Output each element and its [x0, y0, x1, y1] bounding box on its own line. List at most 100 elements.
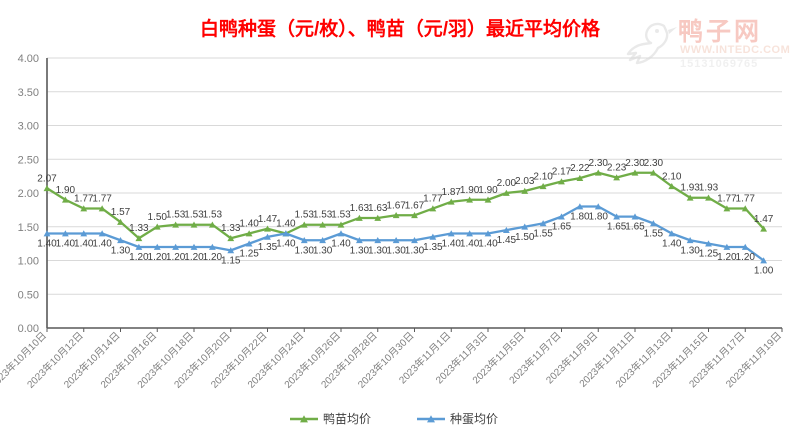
data-point-marker — [429, 233, 437, 240]
data-point-marker — [723, 205, 731, 212]
data-point-marker — [135, 235, 143, 242]
data-point-label: 1.40 — [460, 239, 480, 250]
data-point-marker — [190, 243, 198, 250]
series-line — [45, 171, 765, 240]
data-point-marker — [760, 225, 768, 232]
data-point-marker — [98, 230, 106, 237]
data-point-marker — [521, 187, 529, 194]
data-point-marker — [558, 178, 565, 185]
data-point-marker — [245, 230, 253, 237]
data-point-marker — [355, 214, 363, 221]
data-point-marker — [337, 230, 345, 237]
data-point-label: 1.53 — [313, 210, 333, 221]
legend-item-1[interactable]: 鸭苗均价 — [290, 412, 371, 426]
data-point-label: 1.77 — [74, 194, 94, 205]
data-point-label: 1.53 — [331, 210, 351, 221]
data-point-marker — [686, 237, 694, 244]
data-point-marker — [668, 230, 676, 237]
data-point-marker — [117, 218, 124, 225]
data-point-label: 1.63 — [350, 203, 370, 214]
data-point-label: 1.00 — [754, 266, 774, 277]
data-point-label: 1.30 — [405, 245, 425, 256]
data-point-marker — [172, 243, 180, 250]
data-point-label: 1.40 — [276, 239, 296, 250]
data-point-marker — [594, 169, 602, 176]
data-point-marker — [264, 225, 271, 232]
data-point-label: 1.77 — [736, 194, 756, 205]
data-point-marker — [153, 243, 161, 250]
data-point-label: 1.15 — [221, 255, 241, 266]
data-point-marker — [466, 196, 474, 203]
data-point-label: 2.30 — [589, 158, 609, 169]
data-point-marker — [760, 257, 768, 264]
series-2: 1.401.401.401.401.301.201.201.201.201.20… — [37, 203, 774, 277]
data-point-marker — [80, 230, 88, 237]
data-point-marker — [649, 220, 657, 227]
data-point-label: 1.87 — [442, 187, 462, 198]
data-point-marker — [429, 205, 437, 212]
data-point-marker — [264, 233, 271, 240]
data-point-marker — [300, 221, 308, 228]
legend-item-2[interactable]: 种蛋均价 — [417, 412, 498, 426]
data-point-label: 1.93 — [680, 183, 700, 194]
data-point-marker — [668, 183, 676, 190]
data-point-marker — [741, 243, 749, 250]
legend-marker — [427, 415, 435, 423]
data-point-label: 1.80 — [570, 212, 590, 223]
data-point-marker — [355, 237, 363, 244]
data-point-label: 1.40 — [442, 239, 462, 250]
data-point-label: 1.77 — [717, 194, 737, 205]
data-point-label: 1.40 — [37, 239, 57, 250]
data-point-marker — [649, 169, 657, 176]
data-point-label: 1.30 — [350, 245, 370, 256]
data-point-marker — [613, 174, 621, 181]
legend-label: 鸭苗均价 — [323, 412, 371, 426]
data-point-label: 1.40 — [239, 219, 259, 230]
y-axis-tick-label: 3.50 — [18, 87, 39, 99]
data-point-marker — [135, 243, 143, 250]
data-point-label: 2.30 — [625, 158, 645, 169]
data-point-label: 1.80 — [589, 212, 609, 223]
data-point-label: 1.35 — [258, 242, 278, 253]
data-point-label: 1.40 — [276, 219, 296, 230]
data-point-marker — [447, 198, 455, 205]
data-point-label: 2.23 — [607, 162, 627, 173]
data-point-label: 1.35 — [423, 242, 443, 253]
data-point-label: 2.00 — [497, 178, 517, 189]
data-point-label: 1.57 — [111, 207, 131, 218]
data-point-marker — [411, 212, 418, 219]
y-axis-tick-label: 0.00 — [18, 323, 39, 335]
data-point-label: 1.30 — [313, 245, 333, 256]
data-point-marker — [319, 221, 327, 228]
data-point-label: 1.40 — [74, 239, 94, 250]
y-axis-tick-label: 4.00 — [18, 53, 39, 65]
data-point-label: 1.93 — [699, 183, 719, 194]
data-point-label: 1.67 — [405, 200, 425, 211]
data-point-marker — [631, 169, 639, 176]
data-point-label: 1.77 — [92, 194, 112, 205]
data-point-label: 1.40 — [478, 239, 498, 250]
data-point-marker — [80, 205, 88, 212]
data-point-label: 1.20 — [148, 252, 168, 263]
data-point-label: 1.40 — [92, 239, 112, 250]
data-point-marker — [337, 221, 345, 228]
data-point-marker — [686, 194, 694, 201]
data-point-marker — [576, 174, 584, 182]
y-axis-tick-label: 2.00 — [18, 188, 39, 200]
data-point-label: 1.20 — [129, 252, 149, 263]
legend-marker — [300, 415, 308, 423]
data-point-marker — [392, 212, 400, 219]
data-point-label: 1.30 — [386, 245, 406, 256]
data-point-marker — [300, 237, 308, 244]
legend-label: 种蛋均价 — [450, 412, 498, 426]
data-point-label: 2.10 — [533, 171, 553, 182]
data-point-marker — [282, 230, 290, 237]
series-line — [45, 205, 765, 262]
data-point-label: 2.10 — [662, 171, 682, 182]
data-point-label: 1.30 — [111, 245, 131, 256]
data-point-marker — [576, 203, 584, 210]
data-point-label: 1.47 — [754, 214, 774, 225]
y-axis-tick-label: 1.50 — [18, 222, 39, 234]
